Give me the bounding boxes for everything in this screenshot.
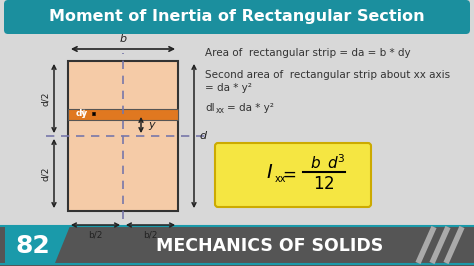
Text: d: d — [199, 131, 206, 141]
Text: b: b — [119, 34, 127, 44]
Bar — [0, 226, 474, 266]
Text: $d^3$: $d^3$ — [327, 154, 346, 172]
Text: $I$: $I$ — [266, 164, 273, 182]
Text: b/2: b/2 — [88, 230, 103, 239]
Text: Second area of  rectangular strip about xx axis: Second area of rectangular strip about x… — [205, 70, 450, 80]
Text: = da * y²: = da * y² — [227, 103, 274, 113]
Text: $=$: $=$ — [279, 165, 297, 183]
Text: d/2: d/2 — [42, 91, 51, 106]
Text: d/2: d/2 — [42, 166, 51, 181]
Text: dI: dI — [205, 103, 215, 113]
Text: = da * y²: = da * y² — [205, 83, 252, 93]
Text: Moment of Inertia of Rectangular Section: Moment of Inertia of Rectangular Section — [49, 10, 425, 24]
Text: xx: xx — [216, 106, 225, 115]
Text: 82: 82 — [16, 234, 50, 258]
Bar — [68, 61, 178, 211]
Text: $12$: $12$ — [313, 175, 335, 193]
FancyBboxPatch shape — [215, 143, 371, 207]
Text: $╢$: $╢$ — [82, 106, 86, 119]
Text: b/2: b/2 — [143, 230, 158, 239]
Text: xx: xx — [275, 174, 286, 184]
Text: Area of  rectangular strip = da = b * dy: Area of rectangular strip = da = b * dy — [205, 48, 410, 58]
Text: $b$: $b$ — [310, 155, 321, 171]
Text: dy: dy — [76, 110, 88, 118]
Bar — [68, 109, 178, 119]
Text: MECHANICS OF SOLIDS: MECHANICS OF SOLIDS — [156, 237, 383, 255]
Text: y: y — [148, 120, 155, 130]
FancyBboxPatch shape — [4, 0, 470, 34]
Polygon shape — [5, 226, 70, 263]
